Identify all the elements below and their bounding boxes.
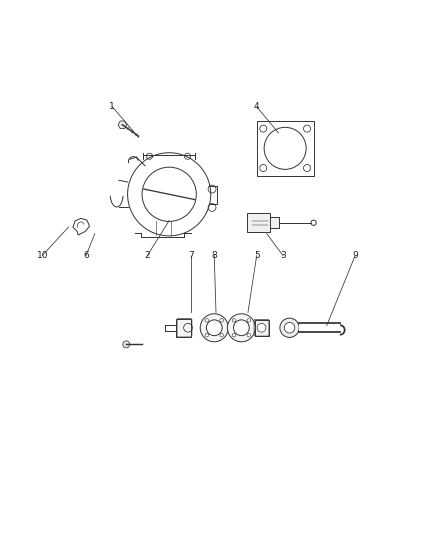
Circle shape <box>200 314 228 342</box>
Circle shape <box>123 341 130 348</box>
Circle shape <box>310 220 315 225</box>
Circle shape <box>227 314 255 342</box>
Bar <box>175 319 191 336</box>
Circle shape <box>232 334 235 337</box>
Circle shape <box>219 319 223 322</box>
Text: 8: 8 <box>211 251 217 260</box>
Circle shape <box>279 318 298 337</box>
Text: 1: 1 <box>109 102 115 111</box>
Circle shape <box>205 319 208 322</box>
Circle shape <box>233 320 249 336</box>
Bar <box>269 217 279 228</box>
Text: 5: 5 <box>253 251 259 260</box>
Text: 10: 10 <box>36 251 48 260</box>
Text: 2: 2 <box>144 251 150 260</box>
Text: 7: 7 <box>188 251 194 260</box>
Text: 4: 4 <box>253 102 259 111</box>
Bar <box>298 324 339 332</box>
Circle shape <box>205 334 208 337</box>
Text: 3: 3 <box>279 251 285 260</box>
Circle shape <box>247 319 250 322</box>
Bar <box>256 121 313 176</box>
Polygon shape <box>118 121 127 128</box>
Bar <box>254 320 268 336</box>
Circle shape <box>232 319 235 322</box>
Circle shape <box>219 334 223 337</box>
Circle shape <box>247 334 250 337</box>
Text: 9: 9 <box>351 251 357 260</box>
Text: 6: 6 <box>83 251 89 260</box>
Circle shape <box>206 320 222 336</box>
Circle shape <box>284 322 294 333</box>
Bar <box>247 213 269 232</box>
Circle shape <box>257 324 265 332</box>
